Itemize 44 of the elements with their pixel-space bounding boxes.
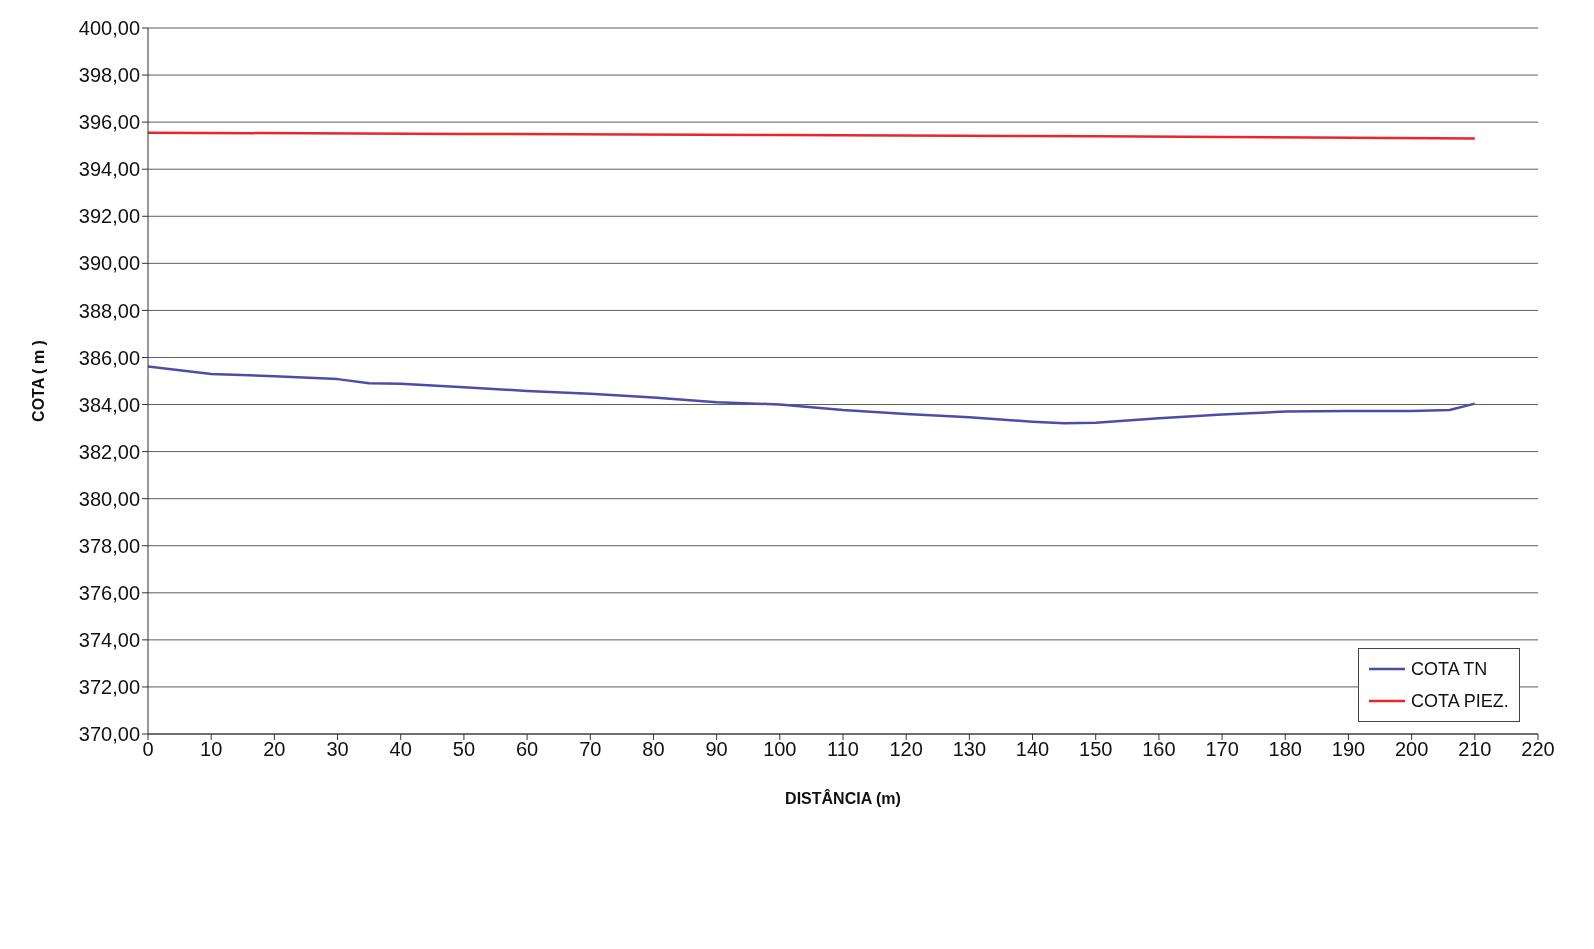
x-tick-label: 90 [705, 738, 728, 761]
x-tick-label: 200 [1394, 738, 1429, 761]
y-tick-label: 372,00 [78, 676, 140, 699]
x-tick-label: 100 [763, 738, 797, 761]
x-tick-label: 170 [1205, 738, 1239, 761]
x-tick-label: 150 [1079, 738, 1113, 761]
y-tick-label: 392,00 [78, 205, 140, 228]
y-tick-label: 390,00 [78, 252, 140, 275]
legend-label: COTA PIEZ. [1411, 690, 1509, 713]
y-tick-label: 386,00 [78, 346, 140, 369]
y-tick-label: 382,00 [78, 440, 140, 463]
y-tick-label: 394,00 [78, 158, 140, 181]
x-tick-label: 160 [1142, 738, 1176, 761]
x-tick-label: 110 [827, 738, 859, 761]
y-axis-title: COTA ( m ) [29, 340, 47, 422]
y-tick-label: 400,00 [78, 17, 140, 40]
x-tick-label: 140 [1015, 738, 1050, 761]
x-tick-label: 130 [952, 738, 987, 761]
legend-label: COTA TN [1411, 658, 1488, 681]
y-tick-label: 384,00 [78, 393, 140, 416]
x-tick-label: 220 [1521, 738, 1555, 761]
x-tick-label: 190 [1331, 738, 1366, 761]
y-tick-label: 370,00 [78, 723, 140, 746]
x-tick-label: 80 [642, 738, 665, 761]
x-tick-label: 10 [200, 738, 223, 761]
y-tick-label: 378,00 [78, 534, 140, 557]
x-tick-label: 210 [1458, 738, 1492, 761]
y-tick-label: 374,00 [78, 628, 140, 651]
x-tick-label: 30 [326, 738, 349, 761]
y-tick-label: 376,00 [78, 581, 140, 604]
x-tick-label: 70 [579, 738, 602, 761]
y-tick-label: 396,00 [78, 111, 140, 134]
x-tick-label: 40 [389, 738, 412, 761]
y-tick-label: 398,00 [78, 64, 140, 87]
line-series [148, 365, 1477, 425]
x-tick-label: 0 [142, 738, 154, 761]
y-tick-label: 388,00 [78, 299, 140, 322]
x-tick-label: 60 [515, 738, 539, 761]
x-tick-label: 20 [263, 738, 286, 761]
y-tick-label: 380,00 [78, 487, 140, 510]
x-tick-label: 50 [452, 738, 476, 761]
x-axis-title: DISTÂNCIA (m) [785, 789, 901, 807]
x-tick-label: 180 [1268, 738, 1302, 761]
x-tick-label: 120 [889, 738, 923, 761]
